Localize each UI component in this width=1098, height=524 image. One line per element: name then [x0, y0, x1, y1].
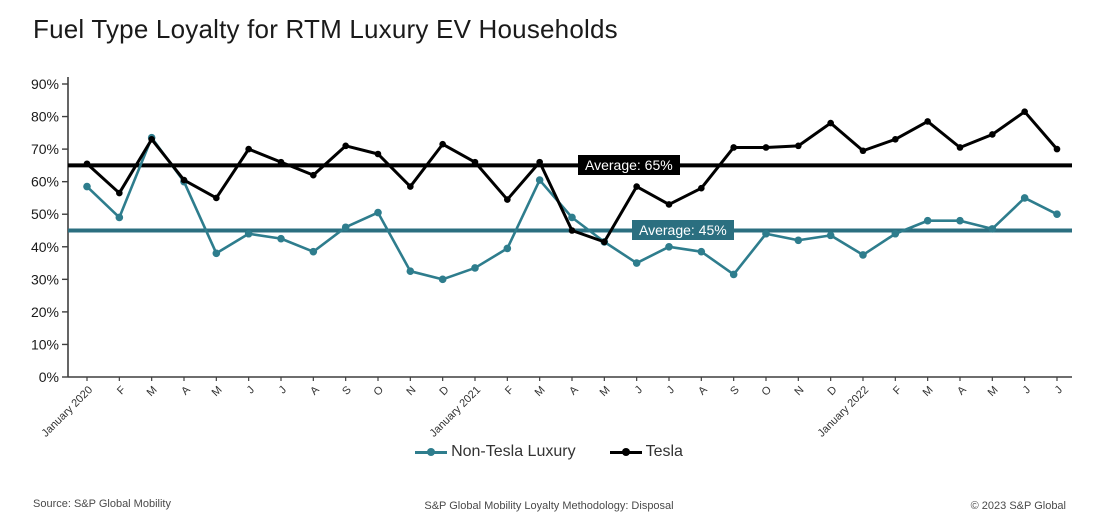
data-point: [374, 208, 382, 217]
data-point: [1053, 145, 1061, 153]
data-point: [1021, 108, 1028, 115]
y-tick-label: 40%: [31, 239, 59, 255]
data-point: [665, 201, 673, 208]
data-point: [212, 249, 221, 258]
y-tick-label: 80%: [31, 109, 59, 125]
legend-label-non-tesla-luxury: Non-Tesla Luxury: [451, 443, 576, 460]
data-point: [309, 247, 318, 256]
data-point: [859, 251, 867, 259]
data-point: [891, 229, 900, 238]
data-point: [568, 227, 576, 234]
data-point: [310, 171, 317, 179]
data-point: [277, 234, 285, 243]
data-point: [374, 150, 382, 158]
series-line-tesla: [85, 110, 1059, 244]
data-point: [827, 119, 834, 127]
data-point: [503, 244, 512, 253]
data-point: [794, 236, 803, 245]
data-point: [277, 158, 285, 166]
data-point: [956, 144, 964, 151]
tesla-line-swatch-icon: [609, 448, 642, 456]
average-65-label: Average: 65%: [578, 155, 680, 175]
data-point: [471, 264, 479, 272]
data-point: [601, 238, 608, 246]
data-point: [633, 183, 640, 190]
data-point: [407, 183, 414, 190]
data-point: [1053, 210, 1061, 219]
data-point: [83, 160, 91, 168]
average-45-label: Average: 45%: [632, 220, 734, 240]
y-tick-label: 30%: [31, 271, 59, 287]
y-tick-label: 10%: [31, 336, 59, 352]
data-point: [989, 131, 996, 138]
data-point: [245, 145, 252, 153]
data-point: [342, 142, 349, 150]
footer-copyright: © 2023 S&P Global: [970, 500, 1066, 512]
legend-item-tesla: Tesla: [609, 443, 683, 461]
data-point: [762, 144, 770, 151]
data-point: [826, 231, 835, 240]
data-point: [632, 259, 641, 267]
legend-label-tesla: Tesla: [645, 443, 683, 460]
data-point: [115, 213, 124, 222]
data-point: [730, 144, 737, 151]
data-point: [439, 140, 446, 148]
data-point: [148, 136, 155, 143]
legend-item-non-tesla-luxury: Non-Tesla Luxury: [415, 443, 576, 461]
data-point: [859, 147, 867, 155]
data-point: [535, 176, 544, 184]
footer-source: Source: S&P Global Mobility: [33, 498, 171, 510]
data-point: [406, 267, 415, 275]
data-point: [729, 270, 738, 279]
footer-methodology: S&P Global Mobility Loyalty Methodology:…: [424, 500, 674, 512]
data-point: [892, 136, 899, 143]
data-point: [568, 213, 576, 222]
data-point: [180, 176, 188, 184]
data-point: [244, 229, 253, 238]
data-point: [762, 229, 770, 238]
data-point: [504, 196, 511, 203]
data-point: [213, 194, 220, 202]
y-tick-label: 90%: [31, 76, 59, 92]
y-tick-label: 0%: [39, 369, 59, 385]
data-point: [116, 189, 123, 197]
series-line-non-tesla-luxury: [86, 136, 1058, 281]
data-point: [665, 242, 673, 251]
data-point: [697, 247, 706, 256]
non-tesla-line-swatch-icon: [415, 448, 448, 456]
y-tick-label: 50%: [31, 206, 59, 222]
y-tick-label: 70%: [31, 141, 59, 157]
y-tick-label: 20%: [31, 304, 59, 320]
data-point: [83, 182, 91, 191]
data-point: [924, 118, 931, 125]
chart-legend: Non-Tesla Luxury Tesla: [0, 443, 1098, 461]
data-point: [795, 142, 802, 150]
y-tick-label: 60%: [31, 174, 59, 190]
data-point: [341, 223, 350, 232]
data-point: [698, 184, 705, 192]
data-point: [956, 216, 964, 225]
data-point: [923, 216, 932, 225]
chart-title: Fuel Type Loyalty for RTM Luxury EV Hous…: [33, 14, 618, 44]
data-point: [438, 275, 447, 284]
data-point: [1020, 194, 1029, 202]
data-point: [988, 225, 997, 233]
data-point: [536, 158, 543, 166]
data-point: [471, 158, 479, 166]
